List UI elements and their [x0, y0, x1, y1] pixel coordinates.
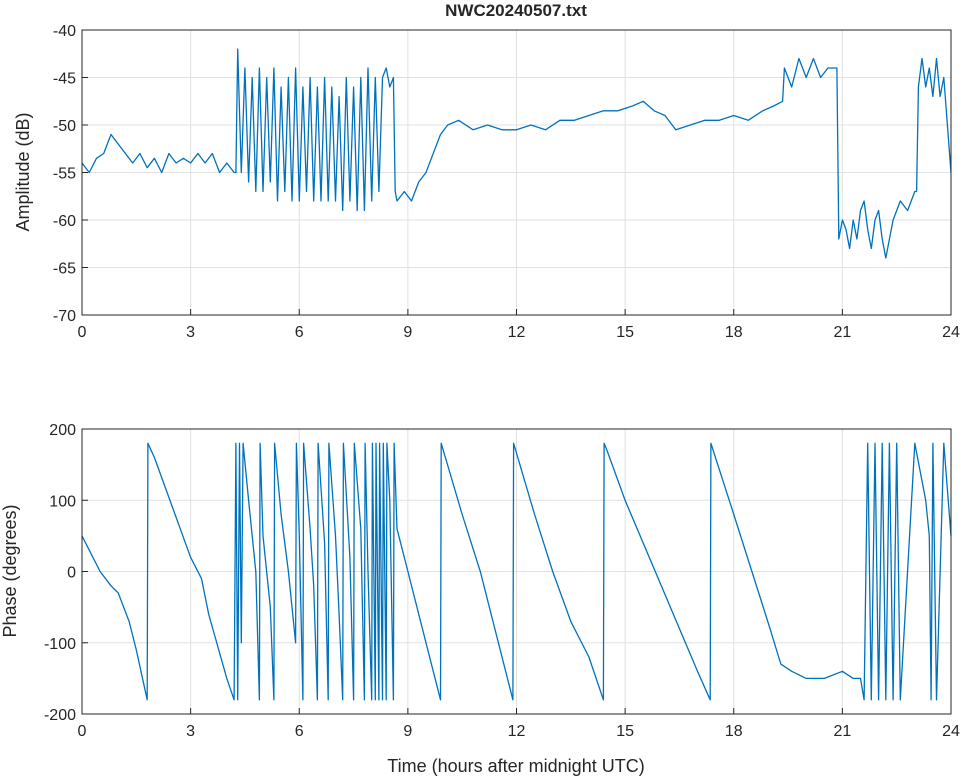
x-tick-label: 9 — [403, 723, 412, 740]
x-tick-label: 24 — [942, 723, 960, 740]
x-tick-label: 0 — [78, 723, 87, 740]
y-tick-label: -40 — [53, 23, 76, 40]
x-tick-label: 21 — [833, 324, 851, 341]
y-tick-label: -45 — [53, 71, 76, 88]
phase-series-line — [81, 442, 952, 701]
y-axis-label-phase: Phase (degrees) — [0, 504, 20, 637]
chart-title: NWC20240507.txt — [445, 1, 587, 20]
y-tick-label: -200 — [44, 707, 76, 724]
amplitude-series-line — [81, 48, 952, 259]
x-tick-label: 3 — [186, 723, 195, 740]
x-tick-label: 15 — [616, 324, 634, 341]
x-tick-label: 18 — [725, 723, 743, 740]
y-tick-label: 100 — [49, 493, 76, 510]
axes-frame — [81, 428, 952, 715]
y-axis-label-amplitude: Amplitude (dB) — [13, 112, 33, 231]
axes-frame — [81, 29, 952, 316]
y-tick-label: -60 — [53, 213, 76, 230]
y-tick-label: -100 — [44, 636, 76, 653]
x-tick-label: 6 — [295, 723, 304, 740]
x-axis-label: Time (hours after midnight UTC) — [387, 756, 644, 776]
y-tick-label: -50 — [53, 118, 76, 135]
x-tick-label: 12 — [508, 324, 526, 341]
x-tick-label: 0 — [78, 324, 87, 341]
amplitude-axes: 0 3 6 9 12 15 18 21 24 -40 -45 -50 -55 -60 -65 -70 — [53, 23, 960, 341]
x-tick-label: 6 — [295, 324, 304, 341]
y-tick-label: -55 — [53, 166, 76, 183]
phase-axes: 0 3 6 9 12 15 18 21 24 200 100 0 -100 -200 — [44, 422, 960, 740]
y-tick-label: -65 — [53, 261, 76, 278]
y-tick-label: 200 — [49, 422, 76, 439]
x-tick-label: 21 — [833, 723, 851, 740]
x-tick-label: 3 — [186, 324, 195, 341]
x-tick-label: 18 — [725, 324, 743, 341]
x-tick-label: 24 — [942, 324, 960, 341]
y-tick-label: 0 — [67, 565, 76, 582]
x-tick-label: 12 — [508, 723, 526, 740]
y-tick-label: -70 — [53, 308, 76, 325]
x-tick-label: 9 — [403, 324, 412, 341]
x-tick-label: 15 — [616, 723, 634, 740]
